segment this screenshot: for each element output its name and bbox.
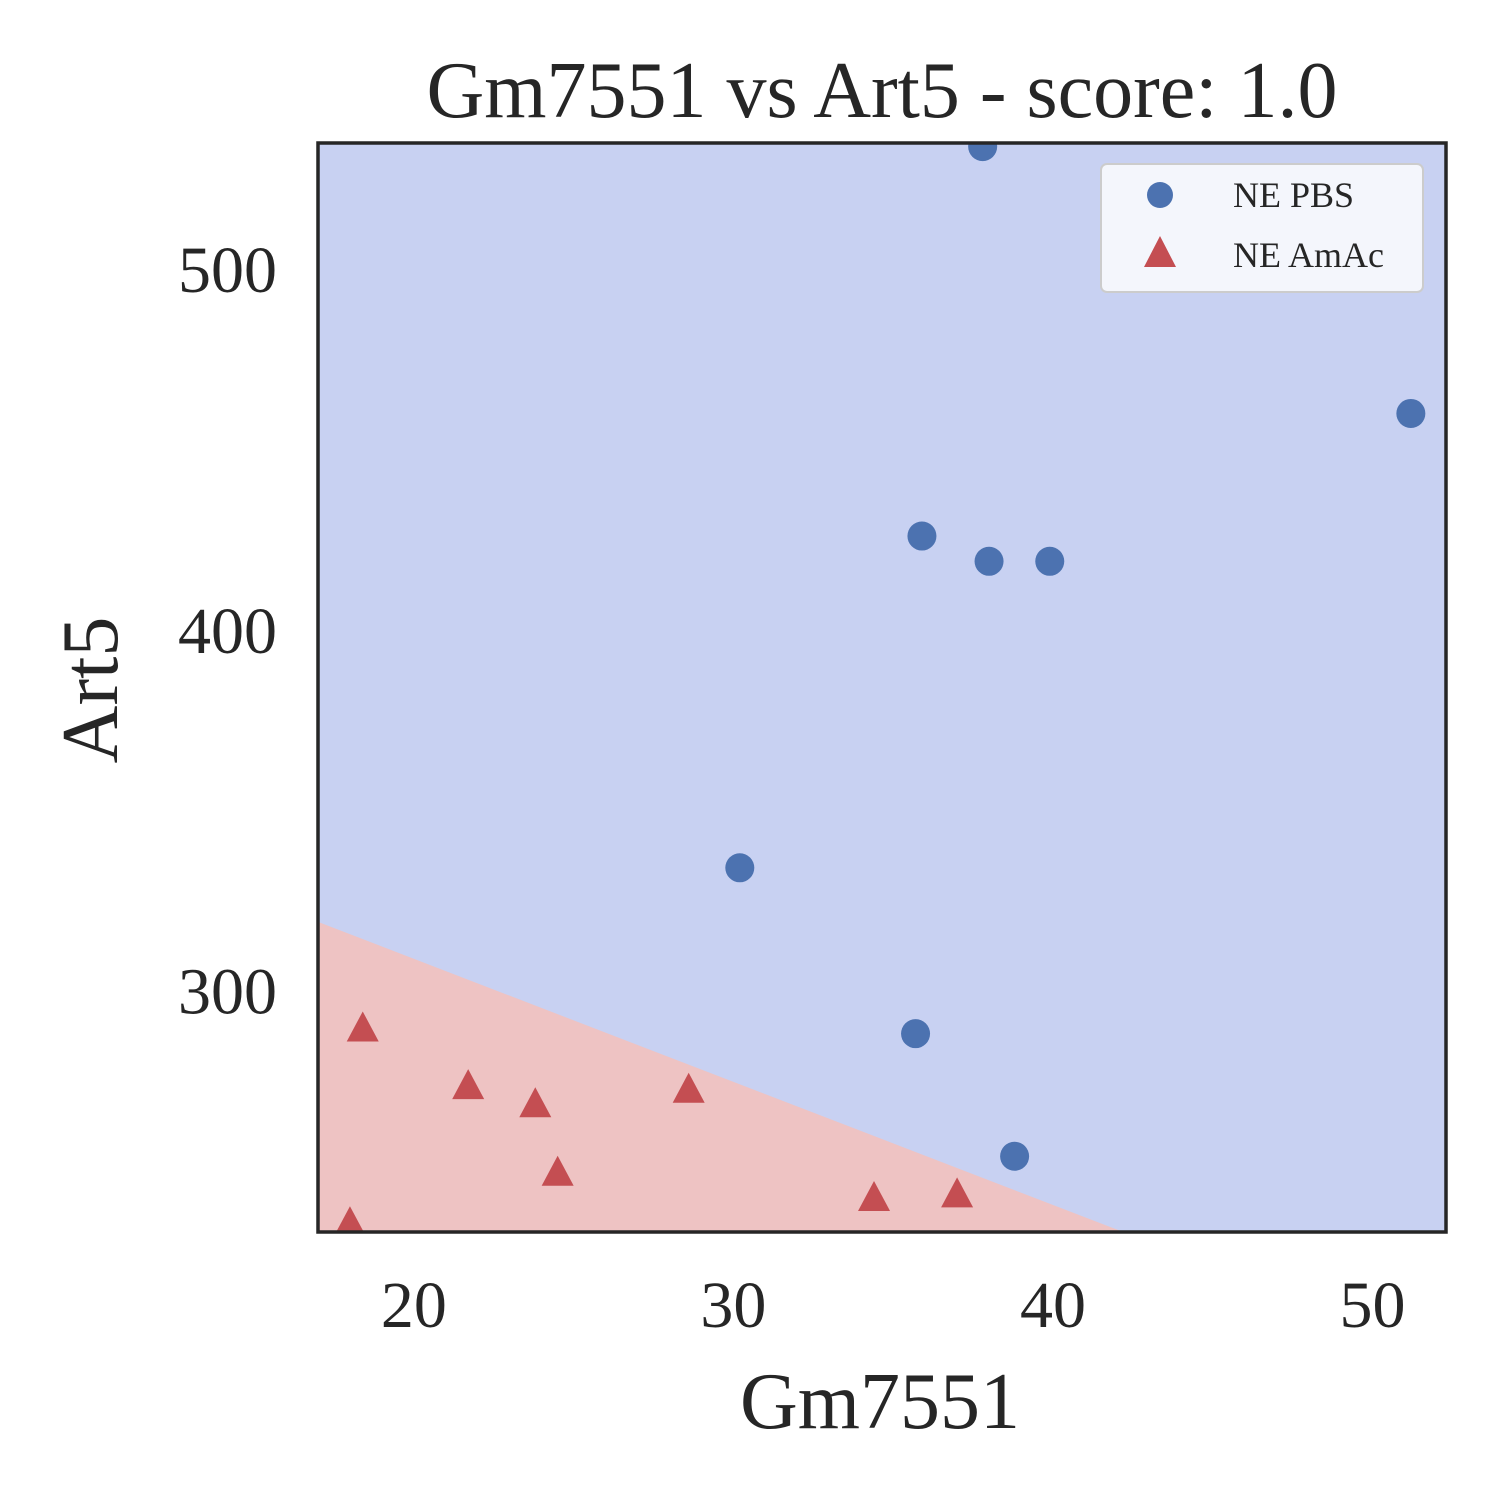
point-ne-pbs	[907, 521, 937, 551]
point-ne-amac	[519, 1087, 552, 1118]
point-ne-pbs	[725, 853, 755, 883]
x-tick-label: 50	[1340, 1269, 1406, 1342]
chart-title: Gm7551 vs Art5 - score: 1.0	[426, 47, 1337, 135]
decision-regions	[318, 143, 1446, 1232]
point-ne-amac	[858, 1180, 891, 1211]
x-axis-label: Gm7551	[740, 1358, 1020, 1446]
point-ne-pbs	[974, 546, 1004, 576]
point-ne-amac	[336, 1206, 364, 1232]
point-ne-amac	[941, 1177, 974, 1208]
plot-frame	[316, 141, 1448, 1234]
point-ne-pbs	[1035, 546, 1065, 576]
point-ne-pbs	[968, 143, 998, 162]
y-axis-ticks: 300 400 500	[178, 234, 277, 1028]
point-ne-amac	[672, 1072, 705, 1103]
y-tick-label: 500	[178, 234, 277, 307]
y-tick-label: 300	[178, 955, 277, 1028]
legend: NE PBS NE AmAc	[1100, 163, 1424, 293]
legend-box	[1100, 163, 1424, 293]
point-ne-pbs	[1000, 1141, 1030, 1171]
data-markers	[336, 143, 1426, 1232]
point-ne-pbs	[901, 1019, 931, 1049]
x-axis-ticks: 20 30 40 50	[381, 1269, 1406, 1342]
x-tick-label: 20	[381, 1269, 447, 1342]
point-ne-amac	[346, 1011, 379, 1042]
point-ne-pbs	[1396, 398, 1426, 428]
y-tick-label: 400	[178, 595, 277, 668]
legend-marker-ne-pbs	[1147, 182, 1173, 208]
x-tick-label: 30	[700, 1269, 766, 1342]
x-tick-label: 40	[1020, 1269, 1086, 1342]
point-ne-amac	[452, 1069, 485, 1100]
legend-marker-ne-amac	[1144, 236, 1176, 267]
legend-label: NE AmAc	[1233, 235, 1384, 275]
point-ne-amac	[541, 1155, 574, 1186]
region-ne-amac	[318, 921, 1124, 1232]
legend-label: NE PBS	[1233, 175, 1354, 215]
y-axis-label: Art5	[47, 617, 135, 764]
